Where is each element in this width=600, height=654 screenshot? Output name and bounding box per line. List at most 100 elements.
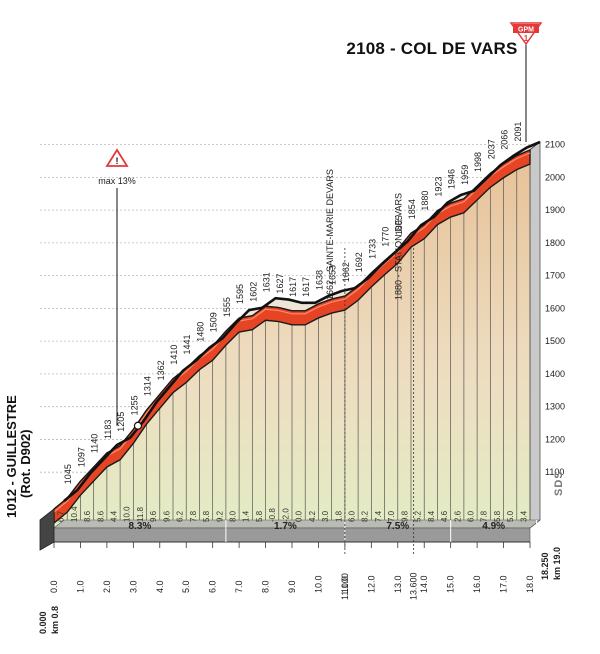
gradient-label: 7.8 <box>189 510 198 522</box>
waypoint-km-label: 13.600 <box>409 572 419 600</box>
altitude-point-label: 2037 <box>486 139 496 159</box>
altitude-point-label: 1441 <box>182 334 192 354</box>
profile-top-line <box>63 140 541 503</box>
start-km-label: km 0.8 <box>50 606 60 634</box>
km-tick-label: 12.0 <box>366 575 376 593</box>
waypoint-km-label: 11.000 <box>340 573 350 600</box>
logo-text: SDS <box>553 470 565 496</box>
gradient-label: 10.0 <box>123 506 132 522</box>
gradient-label: -0.8 <box>268 508 277 522</box>
summit-title: 2108 - COL DE VARS <box>346 39 517 58</box>
altitude-tick-label: 1400 <box>545 369 565 379</box>
gradient-label: 8.6 <box>83 510 92 522</box>
altitude-point-label: 1946 <box>447 169 457 189</box>
km-tick-label: 14.0 <box>419 575 429 593</box>
segment-gradient-label: 1.7% <box>274 521 297 532</box>
end-km-value-label: 18.250 <box>540 552 550 580</box>
gradient-label: 8.0 <box>229 510 238 522</box>
km-tick-label: 5.0 <box>181 580 191 593</box>
altitude-tick-label: 1800 <box>545 238 565 248</box>
km-tick-label: 9.0 <box>287 580 297 593</box>
profile-road-band <box>53 140 541 525</box>
km-tick-label: 11.0 <box>340 576 350 593</box>
gradient-label: 9.2 <box>215 510 224 522</box>
start-altitude-label: 0.000 <box>38 611 48 634</box>
profile-side-face <box>529 141 541 529</box>
gradient-label: 5.8 <box>255 510 264 522</box>
altitude-point-label: 1662 <box>341 262 351 282</box>
altitude-point-label: 1097 <box>76 447 86 467</box>
segment-gradient-label: 7.5% <box>386 521 409 532</box>
altitude-tick-label: 1100 <box>545 467 564 477</box>
gradient-label: 6.0 <box>348 510 357 522</box>
gradient-label: 9.8 <box>400 510 409 522</box>
km-tick-label: 16.0 <box>472 575 482 593</box>
altitude-point-label: 1255 <box>129 395 139 415</box>
gpm-badge-number: 1 <box>524 34 529 43</box>
end-km-label: km 19.0 <box>552 547 562 580</box>
altitude-point-label: 1362 <box>156 360 166 380</box>
km-tick-label: 8.0 <box>261 580 271 593</box>
profile-base: 8.3% 1.7% 7.5% 4.9% <box>39 508 541 551</box>
altitude-point-label: 1480 <box>195 322 205 342</box>
gpm-badge-text: GPM <box>518 27 534 34</box>
altitude-point-label: 1183 <box>103 420 113 439</box>
altitude-point-label: 1998 <box>473 152 483 172</box>
altitude-point-label: 1617 <box>301 277 311 297</box>
altitude-tick-label: 2100 <box>545 140 565 150</box>
altitude-point-label: 2091 <box>513 122 523 142</box>
gradient-label: 8.4 <box>427 510 436 522</box>
altitude-point-label: 1692 <box>354 252 364 272</box>
altitude-point-label: 1140 <box>90 434 100 453</box>
altitude-point-label: 1595 <box>235 284 245 304</box>
start-label-line2: (Rot. D902) <box>18 429 33 498</box>
gradient-label: 1.8 <box>334 510 343 522</box>
gradient-label: 7.0 <box>387 510 396 522</box>
km-tick-label: 10.0 <box>313 575 323 593</box>
km-tick-label: 4.0 <box>155 580 165 593</box>
km-tick-label: 15.0 <box>446 575 456 593</box>
segment-gradient-label: 4.9% <box>482 521 505 532</box>
gradient-label: 1.4 <box>242 510 251 522</box>
altitude-point-label: 1880 <box>420 191 430 211</box>
altitude-tick-label: 1500 <box>545 336 565 346</box>
gradient-label: 2.6 <box>453 510 462 522</box>
altitude-point-label: 1923 <box>433 177 443 197</box>
altitude-point-label: 1314 <box>143 376 153 396</box>
altitude-point-label: 1205 <box>116 412 126 432</box>
waypoint-label: 1880 - STATION DE VARS <box>394 193 404 300</box>
start-label: 1012 - GUILLESTRE (Rot. D902) <box>4 395 33 518</box>
altitude-tick-label: 1300 <box>545 402 565 412</box>
profile-vertical-lines <box>53 164 531 528</box>
gradient-label: -2.0 <box>281 508 290 522</box>
gradient-label: 3.0 <box>321 510 330 522</box>
altitude-point-label: 1627 <box>275 274 285 294</box>
gradient-label: 9.6 <box>162 510 171 522</box>
altitude-point-label: 1617 <box>288 277 298 297</box>
gradient-label: 5.0 <box>506 510 515 522</box>
altitude-point-label: 1805 <box>394 215 404 235</box>
gradient-label: 3.4 <box>519 510 528 522</box>
km-tick-label: 0.0 <box>49 580 59 593</box>
altitude-tick-label: 2000 <box>545 172 565 182</box>
waypoint-label: 1662 - SAINTE-MARIE DEVARS <box>325 169 335 300</box>
gradient-label: 8.6 <box>96 510 105 522</box>
gradient-label: 11.8 <box>136 506 145 522</box>
km-tick-label: 18.0 <box>525 575 535 593</box>
altitude-point-label: 1555 <box>222 297 232 317</box>
svg-text:!: ! <box>116 156 119 166</box>
gradient-label: 4.4 <box>110 510 119 522</box>
gradient-label: 4.2 <box>308 510 317 522</box>
altitude-tick-label: 1200 <box>545 434 565 444</box>
gradient-label: 7.4 <box>374 510 383 522</box>
altitude-point-label: 1733 <box>367 239 377 259</box>
gradient-label: 6.2 <box>176 510 185 522</box>
start-label-line1: 1012 - GUILLESTRE <box>4 395 19 518</box>
altitude-tick-label: 1700 <box>545 271 565 281</box>
km-tick-label: 3.0 <box>128 580 138 593</box>
altitude-point-label: 1045 <box>63 464 73 484</box>
gradient-label: 5.8 <box>493 510 502 522</box>
gradient-label: 6.0 <box>467 510 476 522</box>
altitude-point-label: 1770 <box>381 227 391 247</box>
